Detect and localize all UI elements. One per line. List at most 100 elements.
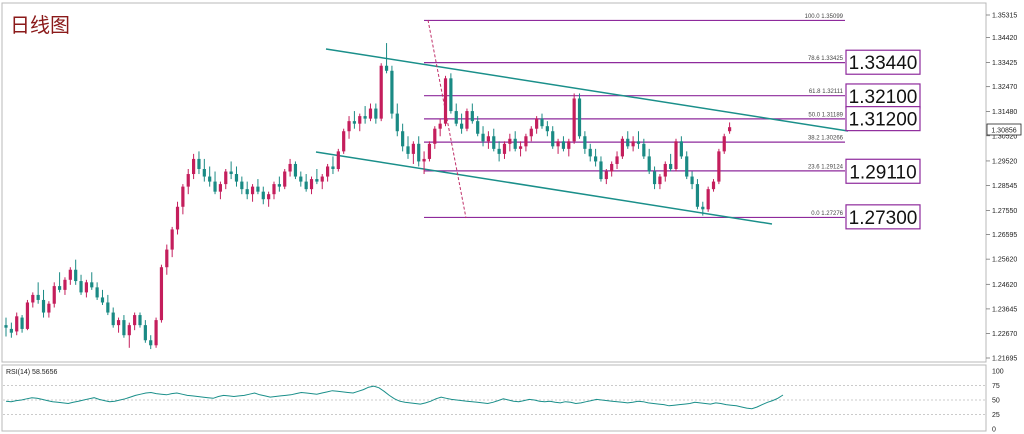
candle-body	[31, 294, 35, 303]
candle-body	[406, 146, 410, 154]
level-box-label: 1.27300	[849, 208, 918, 229]
candle-body	[556, 141, 560, 147]
candle-body	[551, 131, 555, 147]
price-tick-label: 1.28545	[992, 183, 1017, 190]
fib-level-label: 23.6 1.29124	[808, 164, 844, 170]
candle-body	[604, 171, 608, 180]
candle-body	[342, 131, 346, 152]
candle-body	[395, 113, 399, 132]
candle-body	[15, 316, 19, 332]
candle-body	[379, 65, 383, 119]
candle-body	[524, 136, 528, 147]
candle-body	[197, 158, 201, 169]
price-tick-label: 1.30520	[992, 133, 1017, 140]
candle-body	[411, 143, 415, 154]
candle-body	[690, 176, 694, 185]
candle-body	[133, 315, 137, 326]
candle-body	[647, 156, 651, 172]
candle-body	[460, 123, 464, 129]
candle-body	[728, 127, 732, 132]
candle-body	[202, 168, 206, 177]
candle-body	[658, 176, 662, 185]
candle-body	[599, 161, 603, 180]
candle-body	[695, 184, 700, 207]
candle-body	[68, 269, 72, 280]
candle-body	[711, 181, 716, 190]
fib-level-label: 0.0 1.27276	[811, 211, 843, 217]
price-tick-label: 1.22670	[992, 331, 1017, 338]
candle-body	[186, 174, 190, 187]
candle-body	[218, 184, 222, 192]
candle-body	[352, 121, 356, 124]
price-tick-label: 1.31480	[992, 109, 1017, 116]
price-tick-label: 1.27550	[992, 208, 1017, 215]
candle-body	[422, 158, 426, 162]
candle-body	[159, 267, 164, 321]
channel-lower-line[interactable]	[315, 151, 773, 225]
candle-body	[309, 179, 314, 190]
candle-body	[175, 206, 180, 230]
rsi-tick-label: 75	[992, 383, 1000, 390]
candle-body	[535, 118, 539, 129]
candle-body	[116, 320, 121, 326]
candle-body	[20, 317, 24, 329]
price-tick-label: 1.26595	[992, 232, 1017, 239]
candle-body	[95, 287, 99, 298]
level-box-label: 1.32100	[849, 87, 918, 108]
candle-body	[449, 78, 453, 112]
candle-body	[111, 312, 115, 326]
candle-body	[90, 282, 94, 288]
candle-body	[631, 141, 635, 147]
level-box	[845, 83, 921, 109]
candle-body	[272, 184, 276, 195]
chart-title: 日线图	[10, 13, 70, 37]
candle-body	[685, 156, 689, 177]
candle-body	[390, 70, 394, 114]
candle-body	[427, 143, 432, 159]
candle-body	[170, 229, 174, 250]
candle-body	[9, 328, 13, 333]
candle-body	[122, 320, 126, 336]
candle-body	[336, 151, 340, 169]
candle-body	[106, 302, 110, 313]
candle-body	[58, 286, 62, 290]
price-tick-label: 1.34420	[992, 35, 1017, 42]
level-box	[845, 204, 921, 230]
candle-body	[79, 281, 83, 293]
candle-body	[4, 325, 8, 328]
candle-body	[669, 163, 673, 169]
candle-body	[508, 138, 512, 144]
candle-body	[545, 126, 549, 132]
candle-body	[701, 206, 705, 210]
candle-body	[229, 171, 233, 175]
rsi-panel-frame	[1, 364, 987, 432]
candle-body	[224, 171, 228, 185]
level-box	[845, 106, 921, 132]
candle-body	[25, 302, 30, 329]
price-tick-label: 1.35315	[992, 13, 1017, 20]
rsi-levels: 100 75 50 25 0	[3, 369, 1004, 434]
candle-body	[438, 123, 442, 129]
candle-body	[326, 166, 330, 177]
candle-body	[52, 286, 56, 304]
candle-body	[154, 320, 158, 346]
level-box	[845, 49, 921, 75]
candle-body	[192, 158, 196, 175]
price-tick-label: 1.25620	[992, 257, 1017, 264]
candle-body	[100, 297, 105, 303]
candle-body	[143, 325, 147, 341]
candle-body	[567, 141, 571, 149]
price-tick-label: 1.21695	[992, 356, 1017, 363]
candle-body	[620, 138, 624, 157]
candle-body	[127, 325, 131, 336]
candle-body	[642, 143, 646, 157]
price-tick-label: 1.23645	[992, 306, 1017, 313]
candle-body	[652, 171, 657, 185]
candle-body	[315, 179, 319, 182]
candle-body	[84, 282, 88, 293]
price-tick-label: 1.24620	[992, 282, 1017, 289]
fib-level-label: 78.6 1.33425	[808, 56, 844, 62]
channel-upper-line[interactable]	[325, 48, 849, 132]
candle-body	[293, 163, 298, 177]
